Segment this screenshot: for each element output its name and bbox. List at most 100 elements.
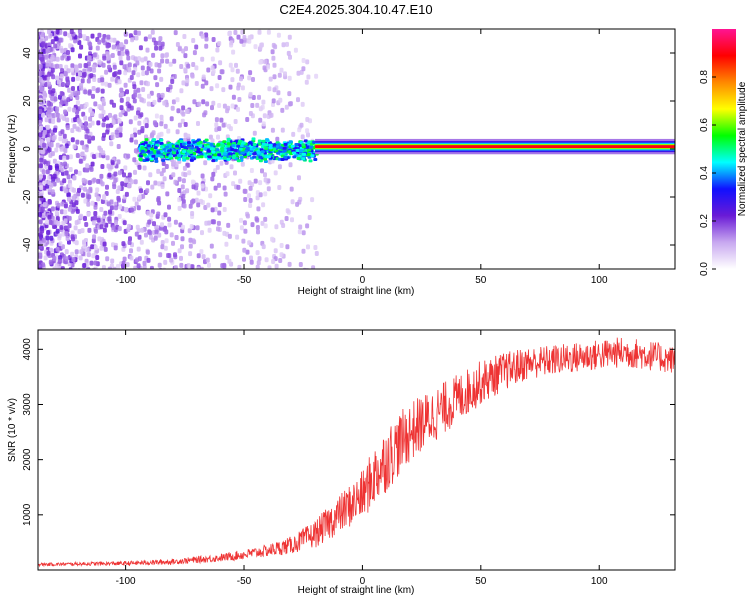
spectrogram-noise-cell [52, 173, 57, 179]
spectrogram-noise-cell [66, 97, 71, 103]
spectrogram-noise-cell [101, 98, 106, 103]
spectrogram-noise-cell [179, 88, 184, 94]
spectrogram-noise-cell [42, 75, 47, 81]
spectrogram-noise-cell [271, 259, 276, 264]
spectrogram-noise-cell [251, 77, 255, 82]
spectrogram-noise-cell [79, 44, 84, 50]
spectrogram-noise-cell [133, 179, 138, 185]
spectrogram-noise-cell [200, 33, 205, 39]
spectrogram-noise-cell [95, 187, 100, 193]
spectrogram-noise-cell [38, 71, 42, 77]
spectrogram-carrier-cell [283, 155, 288, 159]
spectrogram-noise-cell [207, 262, 211, 268]
spectrogram-carrier-cell [220, 144, 225, 147]
spectrogram-carrier-cell [260, 150, 265, 154]
spectrogram-noise-cell [59, 99, 64, 105]
spectrogram-carrier-cell [172, 149, 177, 153]
spectrogram-noise-cell [240, 161, 245, 167]
spectrogram-carrier-cell [236, 159, 241, 163]
spectrogram-noise-cell [59, 91, 64, 96]
spectrogram-noise-cell [149, 212, 154, 218]
spectrogram-noise-cell [39, 157, 44, 163]
spectrogram-noise-cell [80, 140, 85, 146]
spectrogram-noise-cell [90, 200, 95, 206]
spectrogram-narrow-band-layer-4 [315, 145, 675, 149]
spectrogram-noise-cell [71, 195, 76, 201]
spectrogram-noise-cell [139, 188, 143, 194]
spectrogram-noise-cell [199, 198, 203, 204]
spectrogram-noise-cell [77, 170, 82, 176]
spectrogram-noise-cell [125, 262, 130, 268]
spectrogram-noise-cell [243, 188, 248, 194]
spectrogram-noise-cell [156, 197, 161, 203]
spectrogram-carrier-cell [226, 157, 231, 161]
spectrogram-noise-cell [239, 76, 243, 82]
spectrogram-noise-cell [86, 201, 91, 207]
spectrogram-noise-cell [105, 129, 110, 135]
spectrogram-noise-cell [173, 252, 177, 258]
spectrogram-noise-cell [228, 62, 233, 68]
spectrogram-noise-cell [94, 192, 99, 198]
spectrogram-noise-cell [183, 53, 188, 59]
spectrogram-noise-cell [145, 188, 150, 194]
spectrogram-carrier-cell [196, 138, 201, 142]
spectrogram-noise-cell [224, 241, 229, 247]
spectrogram-noise-cell [277, 164, 282, 170]
spectrogram-noise-cell [45, 235, 50, 241]
spectrogram-noise-cell [239, 225, 244, 231]
spectrogram-carrier-cell [299, 149, 303, 153]
spectrogram-noise-cell [47, 199, 52, 205]
spectrogram-noise-cell [117, 185, 122, 191]
spectrogram-noise-cell [86, 252, 91, 258]
spectrogram-noise-cell [218, 60, 223, 66]
spectrogram-noise-cell [81, 111, 86, 117]
spectrogram-noise-cell [118, 112, 123, 118]
spectrogram-noise-cell [95, 255, 100, 260]
spectrogram-noise-cell [143, 56, 148, 62]
spectrogram-noise-cell [194, 44, 199, 50]
colorbar-tick-label: 0.0 [699, 262, 710, 276]
spectrogram-noise-cell [284, 216, 289, 221]
spectrogram-noise-cell [125, 89, 129, 95]
spectrogram-noise-cell [119, 105, 124, 111]
spectrogram-noise-cell [144, 232, 148, 238]
spectrogram-noise-cell [188, 237, 193, 243]
spectrogram-noise-cell [195, 225, 200, 231]
spectrogram-carrier-cell [265, 138, 269, 142]
spectrogram-noise-cell [79, 213, 83, 219]
spectrogram-noise-cell [181, 111, 186, 117]
spectrogram-noise-cell [42, 185, 47, 191]
spectrogram-noise-cell [137, 120, 142, 126]
spectrogram-noise-cell [284, 104, 289, 110]
spectrogram-noise-cell [182, 34, 187, 39]
spectrogram-noise-cell [58, 258, 62, 264]
spectrogram-noise-cell [305, 117, 310, 122]
spectrogram-noise-cell [111, 44, 116, 50]
spectrogram-noise-cell [70, 251, 75, 257]
spectrogram-noise-cell [101, 109, 106, 115]
spectrogram-noise-cell [196, 253, 201, 259]
spectrogram-carrier-cell [294, 143, 299, 146]
spectrogram-carrier-cell [186, 149, 191, 153]
spectrogram-noise-cell [173, 219, 178, 225]
spectrogram-noise-cell [132, 84, 137, 90]
spectrogram-noise-cell [154, 113, 159, 119]
spectrogram-noise-cell [184, 108, 189, 114]
spectrogram-noise-cell [42, 129, 47, 135]
spectrogram-noise-cell [68, 267, 73, 269]
spectrogram-noise-cell [136, 263, 141, 269]
spectrogram-noise-cell [250, 222, 255, 228]
spectrogram-noise-cell [118, 55, 123, 61]
spectrogram-noise-cell [235, 234, 240, 240]
spectrogram-carrier-cell [222, 156, 227, 160]
spectrogram-noise-cell [180, 236, 185, 242]
spectrogram-noise-cell [100, 88, 105, 94]
spectrogram-noise-cell [182, 137, 187, 143]
spectrogram-noise-cell [200, 230, 204, 236]
spectrogram-noise-cell [310, 197, 315, 203]
spectrogram-noise-cell [136, 72, 141, 78]
spectrogram-noise-cell [91, 93, 95, 99]
spectrogram-carrier-cell [203, 146, 208, 150]
spectrogram-noise-cell [217, 210, 222, 216]
spectrogram-noise-cell [217, 41, 222, 46]
